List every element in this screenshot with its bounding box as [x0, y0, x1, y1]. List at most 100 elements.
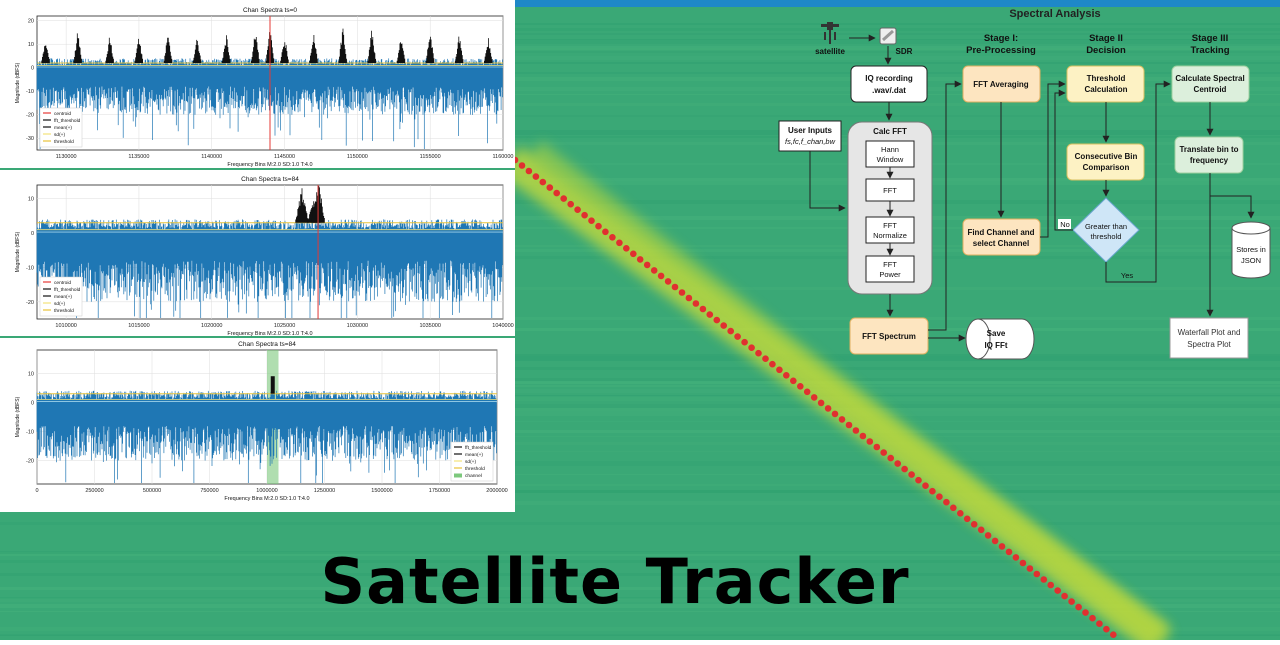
fft-threshold-peak	[105, 37, 114, 63]
x-tick-label: 1015000	[128, 323, 149, 329]
y-axis-label: Magnitude (dBFS)	[15, 396, 21, 437]
waterfall-noise-line	[0, 421, 1280, 422]
fft-threshold-peak	[163, 37, 173, 63]
signal-dot	[1068, 598, 1075, 605]
waterfall-noise-line	[0, 385, 1280, 387]
spectra-chart-1: Chan Spectra ts=0 1130000 1135000 1140000 11…	[15, 7, 514, 168]
signal-dot	[546, 184, 554, 191]
fft-power-line1: FFT	[883, 260, 897, 269]
calc-centroid-line2: Centroid	[1194, 85, 1227, 94]
stage3-line1: Stage III	[1192, 33, 1228, 44]
waterfall-noise-line	[0, 573, 1280, 576]
x-tick-label: 1145000	[274, 154, 295, 160]
signal-dot	[602, 228, 609, 236]
signal-dot	[901, 465, 908, 473]
hann-window-box	[865, 140, 915, 168]
signal-dot	[532, 173, 540, 180]
signal-dot	[755, 349, 762, 357]
y-axis-label: Magnitude (dBFS)	[15, 231, 21, 272]
legend-entry: sd(+)	[54, 301, 65, 307]
waterfall-noise-line	[0, 627, 1280, 631]
hann-window-line2: Window	[877, 155, 904, 164]
signal-dot	[748, 344, 755, 352]
calc-fft-label: Calc FFT	[873, 127, 907, 136]
find-channel-box	[962, 218, 1041, 256]
signal-dot	[790, 377, 797, 385]
no-label: No	[1060, 220, 1070, 229]
fft-threshold-peak	[134, 38, 143, 63]
signal-dot	[553, 189, 560, 197]
waterfall-noise-line	[0, 48, 1280, 53]
signal-dot	[713, 316, 721, 324]
waterfall-noise-line	[0, 490, 1280, 493]
y-tick-label: -20	[26, 113, 34, 119]
x-tick-label: 1750000	[429, 488, 450, 494]
signal-dot	[525, 167, 533, 175]
y-axis-label: Magnitude (dBFS)	[15, 62, 21, 103]
waterfall-top-band	[0, 0, 1280, 7]
waterfall-noise-line	[0, 115, 1280, 117]
chart-title: Chan Spectra ts=0	[243, 7, 297, 14]
x-axis-label: Frequency Bins M:2.0 SD:1.0 T:4.0	[227, 331, 312, 337]
signal-dot	[643, 261, 651, 269]
waterfall-noise-line	[0, 103, 1280, 106]
signal-dot	[1096, 620, 1103, 627]
signal-dot	[866, 438, 874, 445]
signal-dot	[706, 311, 714, 318]
waterfall-noise-line	[0, 142, 1280, 145]
x-tick-label: 1150000	[347, 154, 368, 160]
x-tick-label: 1030000	[347, 323, 368, 329]
consecutive-bin-line1: Consecutive Bin	[1075, 152, 1138, 161]
main-title: Satellite Tracker	[320, 545, 910, 618]
signal-dot	[636, 256, 644, 263]
waterfall-noise-line	[0, 28, 1280, 31]
y-tick-label: -30	[26, 136, 34, 142]
arrow-no-loop	[1054, 89, 1073, 231]
arrow-yes-centroid	[1105, 80, 1171, 283]
waterfall-noise-line	[0, 597, 1280, 599]
stage2-line2: Decision	[1086, 45, 1126, 56]
waterfall-noise-line	[0, 397, 1280, 401]
waterfall-plot-line2: Spectra Plot	[1187, 340, 1231, 349]
fft-threshold-peak	[311, 185, 325, 223]
x-tick-label: 1000000	[256, 488, 277, 494]
waterfall-noise-line	[0, 136, 1280, 138]
fft-threshold-peak	[425, 36, 435, 63]
decision-line2: threshold	[1091, 232, 1122, 241]
fft-normalize-line1: FFT	[883, 221, 897, 230]
signal-dot	[1103, 625, 1110, 633]
no-label-bg	[1058, 219, 1071, 229]
spectrum-series	[36, 219, 503, 318]
user-inputs-line1: User Inputs	[788, 126, 833, 135]
y-tick-label: -10	[26, 265, 34, 271]
signal-dot	[574, 206, 581, 213]
fft-threshold-peak	[338, 28, 347, 63]
chart-legend: centroidfft_thresholdmean(+)sd(+)thresho…	[39, 276, 83, 317]
signal-dot	[852, 427, 860, 434]
waterfall-noise-line	[0, 474, 1280, 475]
signal-dot	[991, 537, 999, 545]
waterfall-noise-line	[0, 411, 1280, 416]
stage1-line1: Stage I:	[984, 33, 1018, 44]
y-tick-label: 10	[28, 371, 34, 377]
waterfall-noise-line	[0, 289, 1280, 290]
x-tick-label: 1155000	[420, 154, 441, 160]
spectra-chart-2: Chan Spectra ts=84 1010000 1015000 1020000 1…	[0, 168, 515, 337]
x-tick-label: 750000	[200, 488, 218, 494]
iq-recording-line2: .wav/.dat	[872, 86, 906, 95]
signal-dot	[880, 449, 887, 456]
signal-dot	[657, 272, 665, 280]
signal-dot	[1033, 570, 1041, 578]
x-tick-label: 2000000	[486, 488, 507, 494]
legend-entry: centroid	[54, 111, 71, 117]
consecutive-bin-box	[1066, 143, 1145, 181]
signal-dot	[741, 338, 748, 346]
signal-dot	[560, 195, 567, 202]
x-tick-label: 1035000	[419, 323, 440, 329]
waterfall-noise-line	[0, 635, 1280, 636]
signal-dot	[1047, 581, 1054, 589]
x-tick-label: 1160000	[492, 154, 513, 160]
fft-averaging-label: FFT Averaging	[973, 80, 1029, 89]
signal-dot	[616, 239, 623, 247]
